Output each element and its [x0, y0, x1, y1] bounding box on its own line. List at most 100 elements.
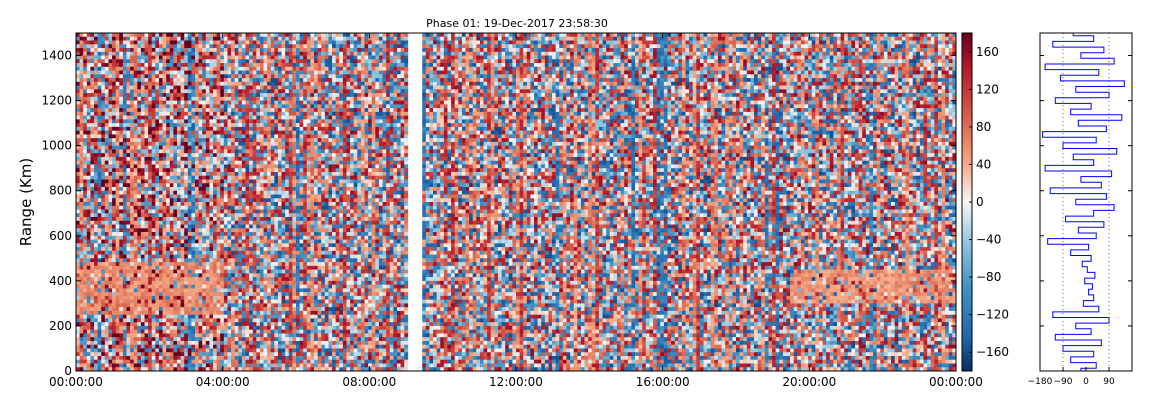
heatmap-cell	[87, 41, 91, 45]
heatmap-cell	[112, 67, 116, 71]
heatmap-cell	[202, 157, 206, 161]
heatmap-cell	[191, 123, 195, 127]
heatmap-cell	[155, 281, 159, 285]
heatmap-cell	[188, 48, 192, 52]
heatmap-cell	[213, 59, 217, 63]
heatmap-cell	[184, 228, 188, 232]
heatmap-cell	[188, 71, 192, 75]
heatmap-cell	[256, 243, 260, 247]
heatmap-cell	[76, 48, 80, 52]
heatmap-cell	[260, 101, 264, 105]
heatmap-cell	[256, 273, 260, 277]
heatmap-cell	[235, 97, 239, 101]
heatmap-cell	[242, 270, 246, 274]
heatmap-cell	[134, 93, 138, 97]
heatmap-cell	[231, 86, 235, 90]
heatmap-cell	[256, 142, 260, 146]
heatmap-cell	[152, 270, 156, 274]
heatmap-cell	[249, 281, 253, 285]
heatmap-cell	[90, 311, 94, 315]
heatmap-cell	[130, 281, 134, 285]
heatmap-cell	[98, 119, 102, 123]
heatmap-cell	[155, 243, 159, 247]
heatmap-cell	[274, 119, 278, 123]
heatmap-cell	[213, 71, 217, 75]
heatmap-cell	[137, 179, 141, 183]
heatmap-cell	[112, 89, 116, 93]
heatmap-cell	[242, 119, 246, 123]
heatmap-cell	[217, 97, 221, 101]
heatmap-cell	[177, 119, 181, 123]
heatmap-cell	[184, 210, 188, 214]
heatmap-cell	[202, 213, 206, 217]
heatmap-cell	[134, 134, 138, 138]
heatmap-cell	[173, 168, 177, 172]
heatmap-cell	[249, 176, 253, 180]
heatmap-cell	[206, 82, 210, 86]
heatmap-cell	[152, 112, 156, 116]
heatmap-cell	[199, 285, 203, 289]
heatmap-cell	[209, 206, 213, 210]
heatmap-cell	[94, 97, 98, 101]
heatmap-cell	[112, 228, 116, 232]
heatmap-cell	[101, 41, 105, 45]
heatmap-cell	[112, 210, 116, 214]
heatmap-cell	[181, 168, 185, 172]
heatmap-cell	[206, 183, 210, 187]
heatmap-cell	[130, 356, 134, 360]
heatmap-cell	[130, 270, 134, 274]
heatmap-cell	[246, 44, 250, 48]
heatmap-cell	[177, 356, 181, 360]
heatmap-cell	[148, 119, 152, 123]
heatmap-cell	[242, 183, 246, 187]
heatmap-cell	[224, 277, 228, 281]
heatmap-cell	[141, 303, 145, 307]
heatmap-cell	[116, 123, 120, 127]
heatmap-cell	[80, 56, 84, 60]
heatmap-cell	[177, 172, 181, 176]
heatmap-cell	[195, 228, 199, 232]
heatmap-cell	[134, 131, 138, 135]
heatmap-cell	[116, 191, 120, 195]
heatmap-cell	[173, 210, 177, 214]
heatmap-cell	[199, 300, 203, 304]
heatmap-cell	[108, 255, 112, 259]
heatmap-cell	[98, 108, 102, 112]
heatmap-cell	[188, 157, 192, 161]
heatmap-cell	[213, 360, 217, 364]
heatmap-cell	[155, 37, 159, 41]
heatmap-cell	[159, 146, 163, 150]
heatmap-cell	[188, 318, 192, 322]
heatmap-cell	[87, 187, 91, 191]
heatmap-cell	[271, 44, 275, 48]
heatmap-cell	[148, 41, 152, 45]
heatmap-cell	[235, 281, 239, 285]
heatmap-cell	[191, 348, 195, 352]
heatmap-cell	[181, 352, 185, 356]
heatmap-cell	[235, 187, 239, 191]
heatmap-cell	[217, 52, 221, 56]
heatmap-cell	[163, 251, 167, 255]
heatmap-cell	[98, 217, 102, 221]
heatmap-cell	[173, 247, 177, 251]
heatmap-cell	[105, 296, 109, 300]
heatmap-cell	[271, 131, 275, 135]
heatmap-cell	[264, 104, 268, 108]
heatmap-cell	[217, 161, 221, 165]
heatmap-cell	[188, 78, 192, 82]
heatmap-cell	[224, 348, 228, 352]
heatmap-cell	[256, 56, 260, 60]
heatmap-cell	[191, 333, 195, 337]
heatmap-cell	[166, 82, 170, 86]
heatmap-cell	[253, 348, 257, 352]
heatmap-cell	[80, 33, 84, 37]
heatmap-cell	[166, 86, 170, 90]
heatmap-cell	[267, 213, 271, 217]
heatmap-cell	[209, 292, 213, 296]
heatmap-cell	[119, 296, 123, 300]
heatmap-cell	[119, 352, 123, 356]
heatmap-cell	[227, 71, 231, 75]
heatmap-cell	[231, 138, 235, 142]
heatmap-cell	[76, 247, 80, 251]
heatmap-cell	[155, 341, 159, 345]
